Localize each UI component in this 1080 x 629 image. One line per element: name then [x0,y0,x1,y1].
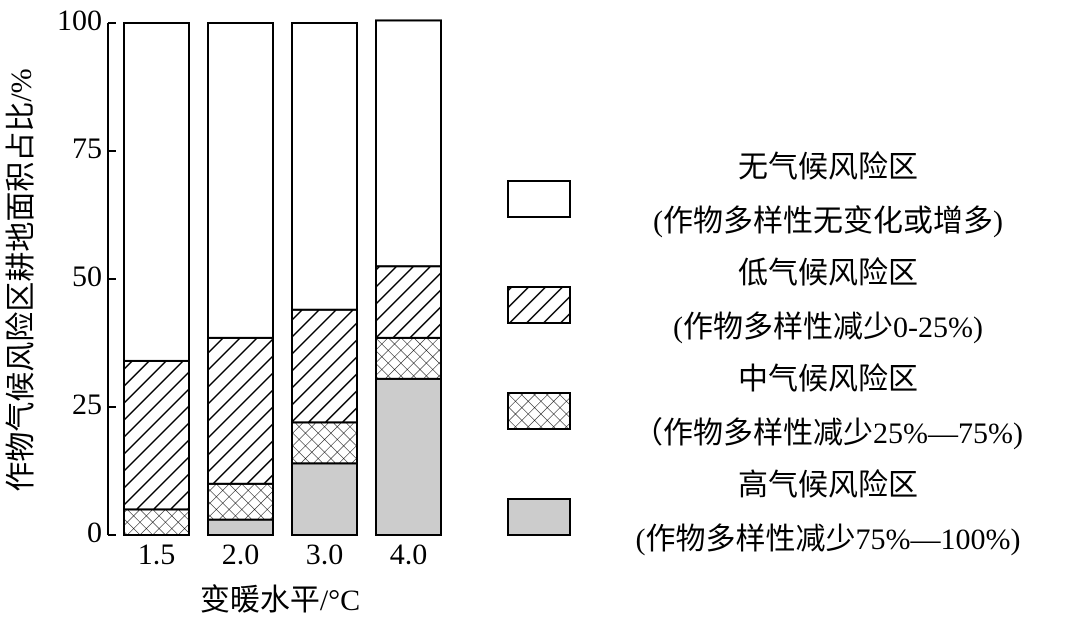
legend-detail: (作物多样性减少75%—100%) [636,523,1021,556]
bar-segment [291,462,358,537]
x-tick-label: 4.0 [390,538,428,571]
y-tick-label: 25 [72,388,102,421]
y-axis-title: 作物气候风险区耕地面积占比/% [5,68,38,491]
legend-swatch [507,498,571,536]
bar-segment [207,482,274,521]
bar-segment [375,377,442,536]
x-tick-label: 1.5 [138,538,176,571]
legend-detail: （作物多样性减少25%—75%) [633,417,1023,450]
x-tick-label: 3.0 [306,538,344,571]
legend-swatch [507,392,571,430]
legend-label: 高气候风险区 [738,469,918,502]
bar-segment [207,518,274,537]
bar-segment [207,22,274,339]
bar-segment [123,359,190,511]
x-axis-title: 变暖水平/°C [200,584,360,617]
y-tick-label: 100 [57,4,102,37]
legend-label: 中气候风险区 [738,363,918,396]
bar-segment [291,308,358,424]
y-tick-label: 75 [72,132,102,165]
bar-segment [291,421,358,465]
x-tick-label: 2.0 [222,538,260,571]
bar-segment [291,22,358,311]
y-tick-label: 0 [87,516,102,549]
bar-segment [375,19,442,268]
bar-segment [207,336,274,485]
legend-detail: (作物多样性减少0-25%) [673,311,983,344]
bar-segment [375,265,442,339]
legend-label: 低气候风险区 [738,257,918,290]
bar-segment [375,336,442,380]
legend-label: 无气候风险区 [738,151,918,184]
bar-segment [123,22,190,362]
bar-segment [123,508,190,536]
legend-detail: (作物多样性无变化或增多) [653,205,1003,238]
legend-swatch [507,286,571,324]
legend-swatch [507,180,571,218]
y-tick-label: 50 [72,260,102,293]
